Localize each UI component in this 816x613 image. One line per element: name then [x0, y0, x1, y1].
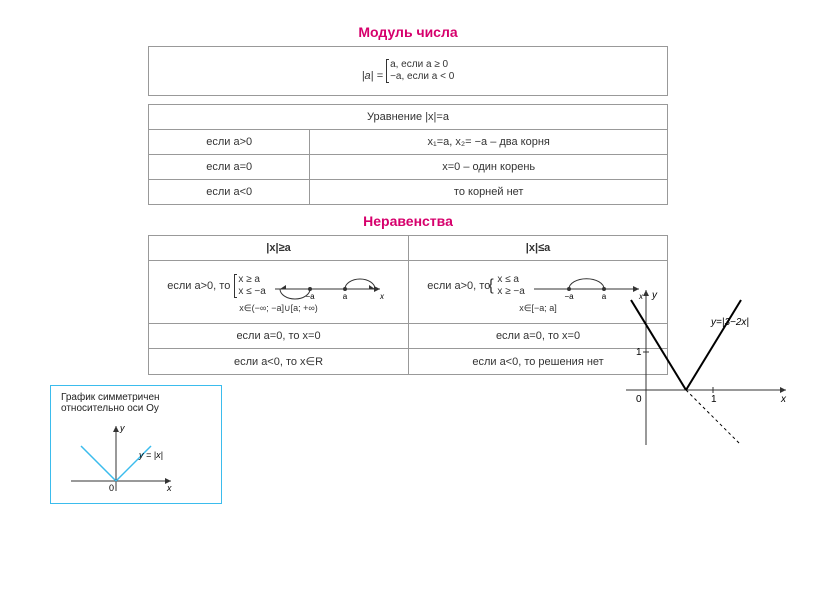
eq-result-0: x₁=a, x₂= −a – два корня [310, 130, 668, 155]
ineq-row3-left: если a<0, то x∈R [149, 349, 409, 375]
equation-header: Уравнение |x|=a [149, 105, 668, 130]
svg-text:−a: −a [305, 292, 315, 301]
svg-text:y = |x|: y = |x| [138, 450, 163, 460]
eq-cond-2: если a<0 [149, 180, 310, 205]
right-graph-container: y x 0 1 1 y=|3−2x| [616, 280, 796, 450]
svg-text:y: y [119, 423, 125, 433]
symmetry-box: График симметричен относительно оси Oy y… [50, 385, 222, 504]
svg-text:0: 0 [636, 394, 642, 405]
eq-cond-0: если a>0 [149, 130, 310, 155]
def-line1: a, если a ≥ 0 [390, 59, 448, 70]
svg-text:0: 0 [109, 483, 114, 493]
svg-text:a: a [602, 292, 607, 301]
eq-result-1: x=0 – один корень [310, 155, 668, 180]
ineq-left-range: x∈(−∞; −a]∪[a; +∞) [157, 303, 400, 314]
ineq-right-l1: x ≤ a [497, 274, 519, 285]
def-bracket: a, если a ≥ 0 −a, если a < 0 [386, 59, 454, 83]
eq-result-2: то корней нет [310, 180, 668, 205]
svg-text:x: x [166, 483, 172, 493]
ineq-right-prefix: если a>0, то [427, 280, 490, 292]
svg-text:1: 1 [711, 394, 717, 405]
symmetry-text: График симметричен относительно оси Oy [61, 392, 211, 414]
ineq-left-prefix: если a>0, то [167, 280, 230, 292]
svg-text:−a: −a [564, 292, 574, 301]
svg-text:x: x [379, 292, 385, 301]
svg-text:1: 1 [636, 347, 642, 358]
ineq-left-l2: x ≤ −a [238, 286, 265, 297]
svg-text:a: a [343, 292, 348, 301]
svg-text:y: y [651, 290, 658, 301]
ineq-header-right: |x|≤a [409, 236, 668, 261]
title-inequalities: Неравенства [20, 213, 796, 229]
ineq-right-l2: x ≥ −a [497, 286, 524, 297]
def-lhs: |a| = [362, 70, 383, 82]
ineq-left-bracket: x ≥ a x ≤ −a [234, 274, 265, 298]
ineq-row2-left: если a=0, то x=0 [149, 324, 409, 349]
right-graph-icon: y x 0 1 1 y=|3−2x| [616, 280, 796, 450]
eq-cond-1: если a=0 [149, 155, 310, 180]
definition-cell: |a| = a, если a ≥ 0 −a, если a < 0 [149, 47, 668, 96]
ineq-right-bracket: x ≤ a x ≥ −a [494, 274, 524, 298]
numline-left-icon: −a a x [270, 271, 390, 301]
inequality-table: |x|≥a |x|≤a если a>0, то x ≥ a x ≤ −a [148, 235, 668, 375]
equation-table: Уравнение |x|=a если a>0 x₁=a, x₂= −a – … [148, 104, 668, 205]
definition-table: |a| = a, если a ≥ 0 −a, если a < 0 [148, 46, 668, 96]
ineq-row1-left: если a>0, то x ≥ a x ≤ −a − [149, 261, 409, 324]
symmetry-graph-icon: y x 0 y = |x| [61, 416, 181, 496]
ineq-left-l1: x ≥ a [238, 274, 260, 285]
def-line2: −a, если a < 0 [390, 71, 454, 82]
title-modulus: Модуль числа [20, 24, 796, 40]
ineq-header-left: |x|≥a [149, 236, 409, 261]
svg-text:y=|3−2x|: y=|3−2x| [710, 317, 749, 328]
svg-text:x: x [780, 394, 787, 405]
